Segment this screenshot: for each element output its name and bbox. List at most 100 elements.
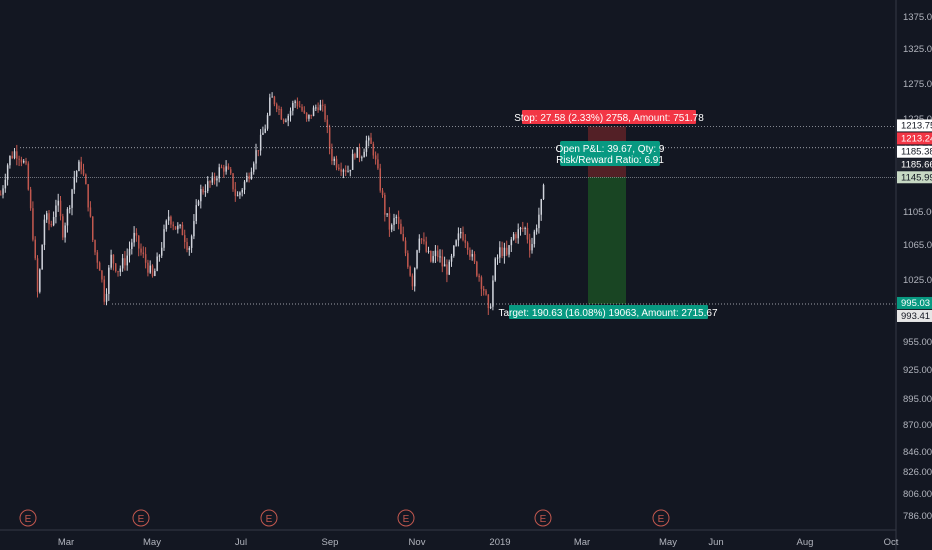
pnl-label-bg xyxy=(560,141,660,166)
candle-body xyxy=(434,250,437,257)
candle-body xyxy=(457,233,460,241)
candle-body xyxy=(140,248,142,253)
candle-body xyxy=(492,280,494,307)
price-badge xyxy=(897,119,932,132)
candle-body xyxy=(89,207,92,217)
candle-body xyxy=(190,236,193,248)
candle-body xyxy=(234,189,237,196)
price-badge-label: 1213.24 xyxy=(901,133,932,144)
candle-body xyxy=(402,233,404,241)
candle-body xyxy=(437,250,439,257)
candle-body xyxy=(342,170,345,172)
price-axis[interactable]: 1375.001325.001275.001225.001185.001145.… xyxy=(895,0,932,550)
candle-body xyxy=(177,225,179,230)
price-tick-label: 870.00 xyxy=(903,420,932,431)
candle-body xyxy=(347,171,349,173)
candle-body xyxy=(85,174,87,185)
candle-body xyxy=(393,218,395,225)
earnings-marker-circle[interactable] xyxy=(19,509,37,527)
candle-body xyxy=(296,101,299,107)
candle-body xyxy=(425,241,427,252)
candle-body xyxy=(404,240,407,254)
candle-body xyxy=(204,191,207,193)
candle-body xyxy=(499,247,501,258)
price-tick-label: 1375.00 xyxy=(903,12,932,23)
candle-body xyxy=(131,242,133,249)
time-tick-label: May xyxy=(659,537,677,548)
candle-body xyxy=(379,168,381,191)
candle-body xyxy=(384,194,386,215)
candle-body xyxy=(356,147,358,158)
candle-body xyxy=(6,165,9,180)
candle-body xyxy=(11,155,13,159)
candle-body xyxy=(243,181,246,190)
time-tick-label: Jul xyxy=(235,537,247,548)
candle-body xyxy=(512,234,515,240)
candle-body xyxy=(43,219,46,245)
earnings-marker-label: E xyxy=(25,514,32,525)
candle-body xyxy=(535,228,538,232)
earnings-marker-circle[interactable] xyxy=(652,509,670,527)
candle-body xyxy=(519,227,522,230)
candle-body xyxy=(117,271,119,273)
candle-body xyxy=(248,175,250,180)
time-axis[interactable]: Mar May Jul Sep Nov 2019 Mar May Jun Aug Oct xyxy=(0,529,899,548)
candle-body xyxy=(515,234,517,239)
earnings-marker-circle[interactable] xyxy=(397,509,415,527)
candle-body xyxy=(78,161,80,172)
earnings-marker-circle[interactable] xyxy=(260,509,278,527)
candle-body xyxy=(29,189,32,209)
candle-body xyxy=(280,109,283,120)
price-badge-label: 1185.38 xyxy=(901,147,932,158)
candle-body xyxy=(439,256,441,258)
earnings-marker-circle[interactable] xyxy=(534,509,552,527)
candle-body xyxy=(374,155,377,160)
candle-body xyxy=(18,158,20,160)
candle-body xyxy=(466,242,469,250)
candle-body xyxy=(529,239,531,251)
candle-body xyxy=(64,225,66,238)
candle-body xyxy=(220,167,223,169)
candle-body xyxy=(262,132,264,135)
candle-body xyxy=(285,120,287,122)
candle-body xyxy=(271,96,273,98)
candle-body xyxy=(98,262,101,271)
candle-body xyxy=(255,150,257,164)
candle-body xyxy=(448,261,450,275)
candle-body xyxy=(46,213,48,220)
candle-body xyxy=(397,216,400,224)
candle-body xyxy=(193,221,195,237)
candle-body xyxy=(259,134,262,151)
candle-body xyxy=(443,264,446,267)
candle-body xyxy=(315,107,317,109)
candle-body xyxy=(59,200,62,217)
candle-body xyxy=(75,171,78,177)
time-tick-label: 2019 xyxy=(489,537,510,548)
candle-body xyxy=(202,189,204,193)
candle-body xyxy=(20,159,23,163)
candle-body xyxy=(377,159,379,169)
price-badge xyxy=(897,309,932,322)
candle-body xyxy=(278,108,280,110)
candle-body xyxy=(522,227,524,229)
price-tick-label: 1275.00 xyxy=(903,79,932,90)
price-tick-label: 1025.00 xyxy=(903,275,932,286)
candle-body xyxy=(170,216,172,225)
candle-body xyxy=(269,97,271,116)
candle-body xyxy=(432,256,434,262)
candle-body xyxy=(308,114,310,119)
candle-body xyxy=(386,213,388,215)
candle-body xyxy=(218,167,220,179)
candle-body xyxy=(184,235,186,243)
candle-body xyxy=(503,247,506,257)
candle-body xyxy=(257,150,260,152)
candle-body xyxy=(165,220,168,230)
candle-body xyxy=(501,247,503,257)
candle-body xyxy=(460,232,462,234)
earnings-marker-circle[interactable] xyxy=(132,509,150,527)
candle-body xyxy=(71,189,73,208)
candle-body xyxy=(41,244,43,270)
candle-body xyxy=(354,153,356,158)
